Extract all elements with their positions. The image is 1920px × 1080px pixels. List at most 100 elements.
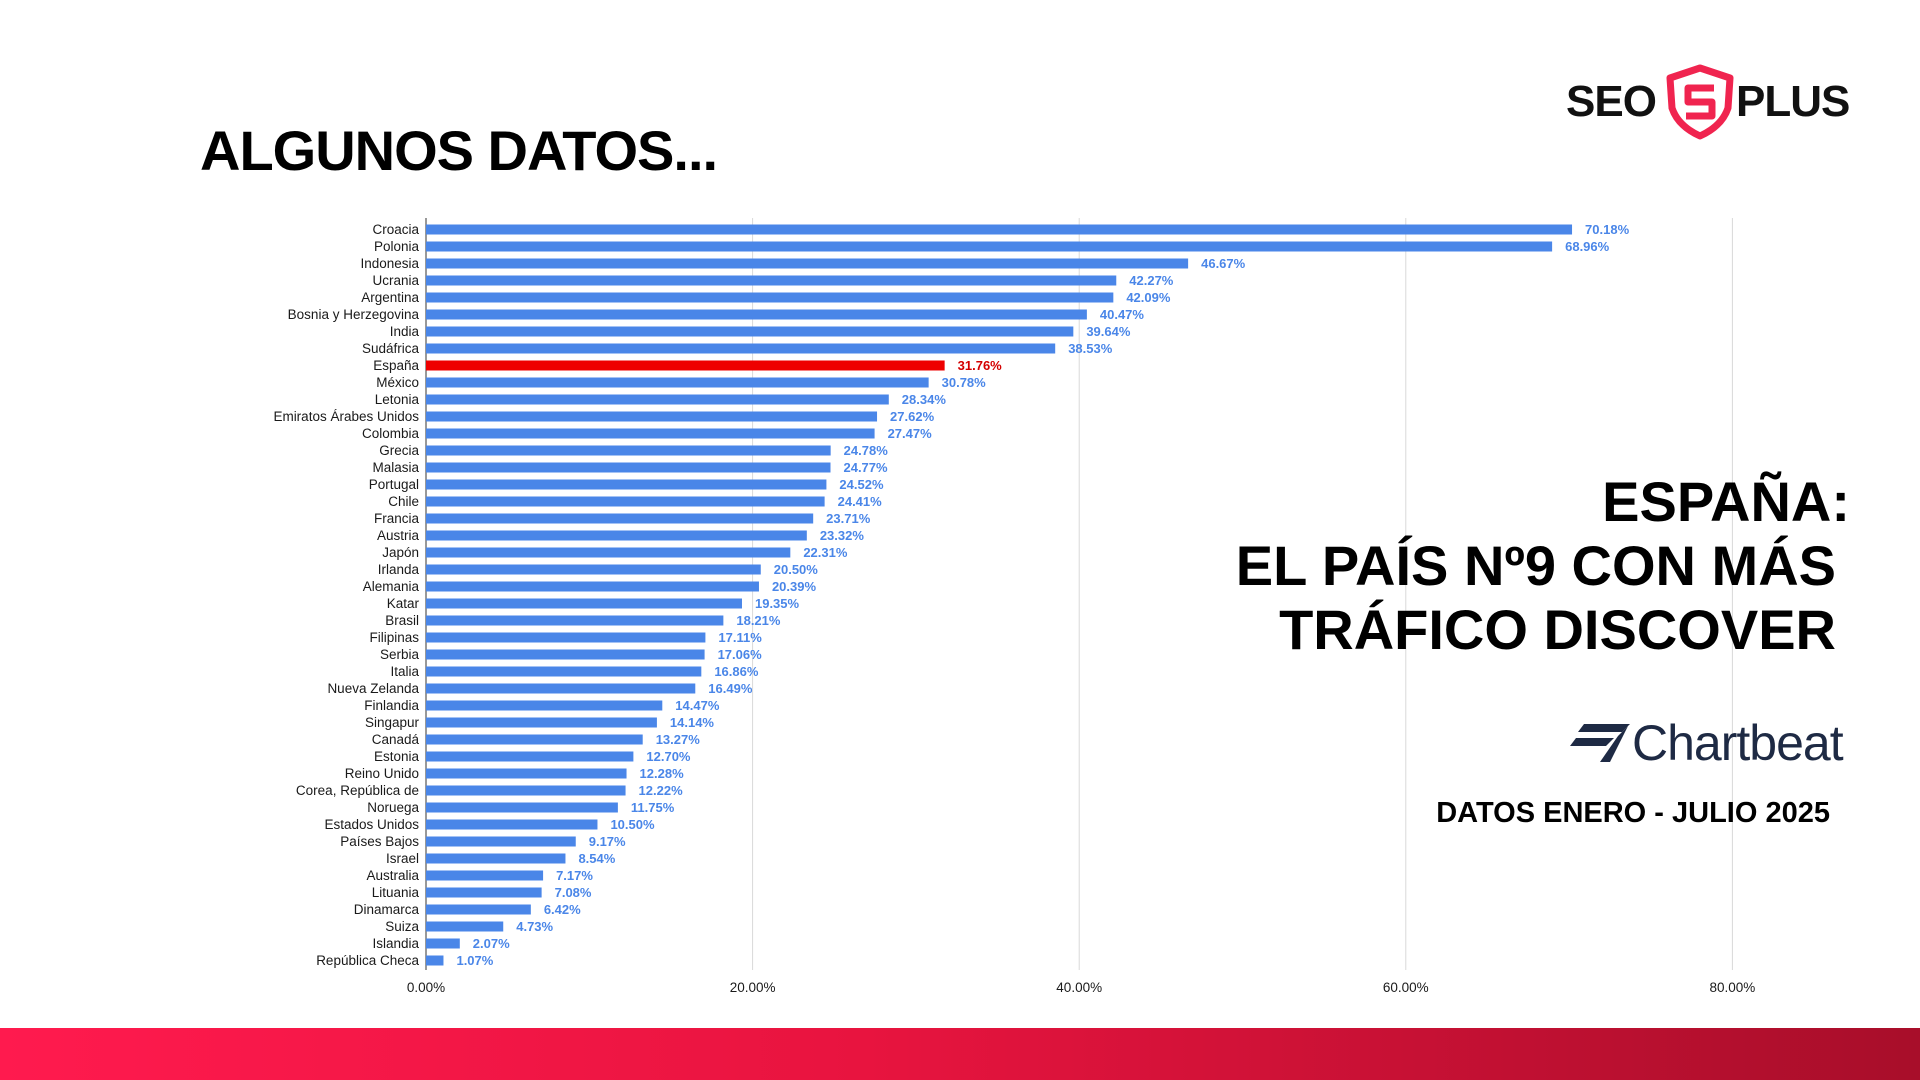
bar: [426, 581, 759, 592]
bar: [426, 955, 444, 966]
category-label: Lituania: [372, 885, 420, 900]
x-tick-label: 60.00%: [1383, 980, 1429, 995]
bar: [426, 904, 531, 915]
value-label: 4.73%: [516, 919, 553, 934]
value-label: 8.54%: [578, 851, 615, 866]
value-label: 18.21%: [736, 613, 781, 628]
value-label: 27.62%: [890, 409, 935, 424]
headline-line-1: ESPAÑA:: [1602, 470, 1850, 533]
headline-line-3: TRÁFICO DISCOVER: [1279, 598, 1836, 661]
value-label: 22.31%: [803, 545, 848, 560]
bar: [426, 360, 945, 371]
seoplus-logo: SEO PLUS: [1566, 64, 1856, 144]
chartbeat-logo: Chartbeat: [1570, 712, 1860, 772]
value-label: 14.47%: [675, 698, 720, 713]
bar: [426, 700, 663, 711]
value-label: 16.86%: [714, 664, 759, 679]
value-label: 6.42%: [544, 902, 581, 917]
category-label: Australia: [366, 868, 419, 883]
bar: [426, 428, 875, 439]
category-label: Estados Unidos: [324, 817, 419, 832]
headline: ESPAÑA: EL PAÍS Nº9 CON MÁS TRÁFICO DISC…: [1236, 470, 1850, 662]
category-label: Noruega: [367, 800, 419, 815]
category-label: Francia: [374, 511, 420, 526]
bar: [426, 275, 1117, 286]
category-label: Austria: [377, 528, 420, 543]
value-label: 30.78%: [942, 375, 987, 390]
value-label: 28.34%: [902, 392, 947, 407]
category-label: India: [390, 324, 420, 339]
category-label: Letonia: [375, 392, 420, 407]
category-label: Estonia: [374, 749, 420, 764]
category-label: Singapur: [365, 715, 420, 730]
value-label: 17.06%: [718, 647, 763, 662]
value-label: 9.17%: [589, 834, 626, 849]
logo-text-left: SEO: [1566, 77, 1657, 126]
bar: [426, 513, 814, 524]
value-label: 14.14%: [670, 715, 715, 730]
value-label: 23.71%: [826, 511, 871, 526]
category-label: Emiratos Árabes Unidos: [273, 409, 419, 424]
bar: [426, 394, 889, 405]
bar: [426, 785, 626, 796]
value-label: 39.64%: [1086, 324, 1131, 339]
value-label: 38.53%: [1068, 341, 1113, 356]
bar: [426, 717, 657, 728]
bar: [426, 564, 761, 575]
bar: [426, 343, 1056, 354]
bar: [426, 683, 696, 694]
bar: [426, 598, 742, 609]
category-label: Indonesia: [360, 256, 419, 271]
value-label: 12.70%: [646, 749, 691, 764]
x-tick-label: 80.00%: [1710, 980, 1756, 995]
footer-gradient-bar: [0, 1028, 1920, 1080]
value-label: 20.50%: [774, 562, 819, 577]
category-label: Filipinas: [369, 630, 419, 645]
value-label: 24.41%: [838, 494, 883, 509]
category-label: Polonia: [374, 239, 420, 254]
value-label: 11.75%: [631, 800, 675, 815]
bar: [426, 751, 634, 762]
value-label: 23.32%: [820, 528, 865, 543]
value-label: 12.22%: [639, 783, 684, 798]
category-label: Sudáfrica: [362, 341, 420, 356]
bar: [426, 530, 807, 541]
value-label: 10.50%: [610, 817, 655, 832]
bar: [426, 445, 831, 456]
shield-logo-icon: [1666, 64, 1734, 140]
bar: [426, 462, 831, 473]
category-label: Irlanda: [378, 562, 420, 577]
category-label: Reino Unido: [345, 766, 419, 781]
category-label: Israel: [386, 851, 419, 866]
value-label: 40.47%: [1100, 307, 1145, 322]
category-label: Alemania: [363, 579, 420, 594]
bar: [426, 802, 618, 813]
bar: [426, 224, 1573, 235]
date-note: DATOS ENERO - JULIO 2025: [1436, 797, 1830, 829]
value-label: 20.39%: [772, 579, 817, 594]
headline-line-2: EL PAÍS Nº9 CON MÁS: [1235, 534, 1836, 597]
bar: [426, 411, 878, 422]
value-label: 68.96%: [1565, 239, 1610, 254]
category-label: España: [373, 358, 419, 373]
value-label: 7.17%: [556, 868, 593, 883]
value-label: 42.09%: [1126, 290, 1171, 305]
value-label: 24.77%: [843, 460, 888, 475]
bar: [426, 853, 566, 864]
bar: [426, 615, 724, 626]
bar: [426, 649, 705, 660]
bar: [426, 479, 827, 490]
category-label: Bosnia y Herzegovina: [288, 307, 420, 322]
category-label: Canadá: [372, 732, 420, 747]
bar: [426, 921, 504, 932]
bar: [426, 547, 791, 558]
category-label: Argentina: [361, 290, 419, 305]
category-label: Ucrania: [372, 273, 419, 288]
value-label: 46.67%: [1201, 256, 1246, 271]
bar: [426, 632, 706, 643]
category-label: Croacia: [372, 222, 419, 237]
category-label: Suiza: [385, 919, 419, 934]
category-label: Colombia: [362, 426, 420, 441]
value-label: 12.28%: [640, 766, 685, 781]
bar: [426, 377, 929, 388]
